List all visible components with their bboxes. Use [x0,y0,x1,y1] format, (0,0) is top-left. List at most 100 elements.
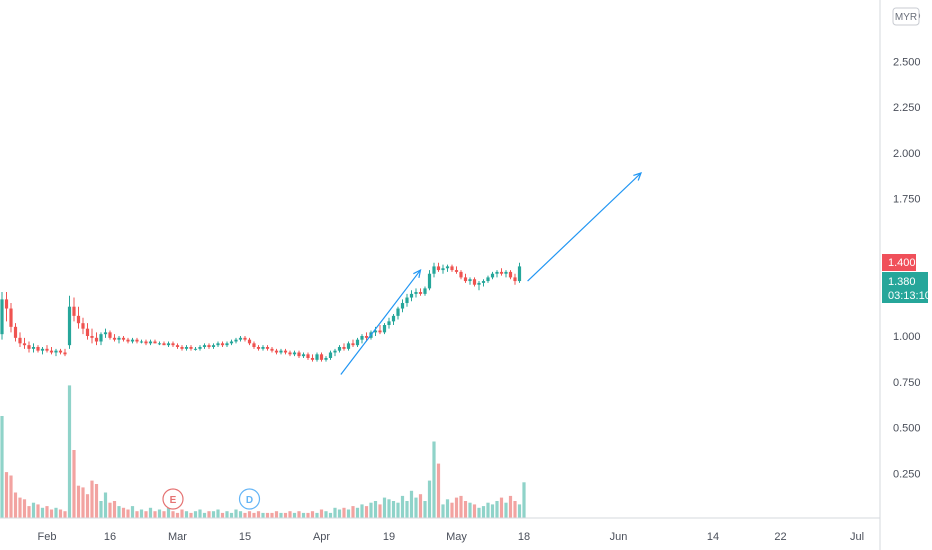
candle [31,343,36,353]
candle [472,277,477,287]
volume-bar [445,499,450,518]
volume-bar [315,512,319,518]
time-tick-label: Jun [610,531,628,543]
volume-bar [72,450,76,518]
candle [445,264,450,272]
volume-bar [310,511,315,518]
candle [121,336,126,342]
volume-bar [270,512,274,518]
volume-bar [247,511,252,518]
volume-bar [81,487,85,518]
volume-bar [292,512,297,518]
candle [153,339,157,344]
candle [441,264,445,274]
candle [418,288,423,296]
trend-arrow[interactable] [340,268,422,375]
currency-badge[interactable]: MYR [892,7,920,26]
volume-bar [175,512,180,518]
volume-bar [342,507,346,518]
volume-bar [391,501,396,518]
volume-bar [265,512,270,518]
candle [499,268,504,276]
price-tag-last: 1.380 03:13:10 [882,272,931,303]
volume-bar [171,511,175,518]
earnings-marker[interactable]: E [162,488,184,510]
volume-bar [94,484,99,518]
candle [450,264,454,272]
candle [243,336,247,342]
volume-bar [373,501,378,518]
volume-bar [45,506,49,518]
volume-bar [13,492,18,518]
volume-bar [427,480,432,518]
candle [229,339,234,346]
candle [292,350,297,357]
volume-bar [468,502,472,518]
candle [18,332,22,347]
volume-bar [409,490,414,518]
currency-label: MYR [895,12,917,23]
candle [274,348,279,355]
candle [184,345,189,351]
volume-bar [288,511,292,518]
volume-bar [180,509,184,518]
volume-bar [301,512,306,518]
candle [9,303,13,333]
price-tick-label: 0.500 [893,423,921,435]
candle [265,345,270,351]
volume-bar [418,494,423,518]
trend-arrow[interactable] [527,172,642,282]
volume-bar [337,509,342,518]
candle [333,348,337,357]
volume-bar [234,509,238,518]
candle [324,356,328,362]
candle [238,336,243,342]
candle [4,292,9,322]
candle [351,339,355,347]
volume-bar [387,499,391,518]
volume-bar [189,512,193,518]
volume-bar [423,501,427,518]
candle [72,297,76,322]
volume-bar [369,502,373,518]
candle [13,323,18,342]
volume-bar [85,494,90,518]
candle [486,275,490,283]
volume-bar [472,504,477,518]
volume-bar [144,511,148,518]
candle [432,262,436,278]
candle [130,337,135,344]
candle [45,345,49,353]
time-tick-label: 15 [239,531,251,543]
time-scale[interactable]: Feb 16 Mar 15 Apr 19 May 18 Jun 14 22 Jul [38,531,865,543]
svg-text:D: D [246,495,253,506]
candle [391,314,396,326]
price-scale[interactable]: 2.7502.5002.2502.0001.7501.2501.0000.750… [893,10,921,480]
candle [247,337,252,346]
candle [315,352,319,362]
volume-bar [274,511,279,518]
volume-bar [436,463,441,518]
candle [112,334,117,342]
volume-bar [328,512,333,518]
candle [220,341,225,347]
volume-bar [99,501,103,518]
candle [27,341,31,353]
trend-arrows[interactable] [340,172,642,375]
candle [517,262,522,283]
dividend-marker[interactable]: D [238,488,261,510]
time-tick-label: 16 [104,531,116,543]
volume-bar [22,499,27,518]
volume-bar [517,504,522,518]
volume-bar [261,512,265,518]
candle [346,341,351,351]
candle [463,273,468,283]
volume-bar [27,506,31,518]
candle [481,279,486,287]
candle [135,337,139,344]
volume-bar [135,511,139,518]
candle [423,286,427,296]
volume-bar [490,504,495,518]
